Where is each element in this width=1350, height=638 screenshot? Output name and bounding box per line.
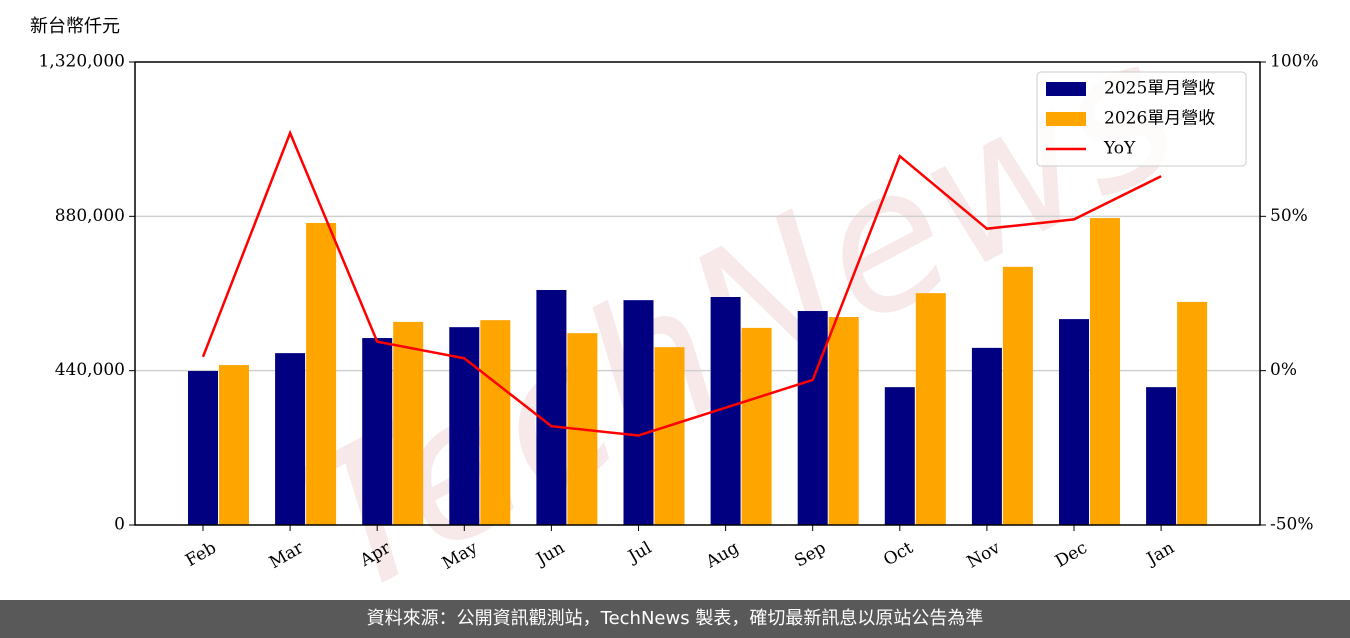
y-tick-label: 880,000	[55, 206, 125, 226]
x-tick-label: Aug	[702, 538, 743, 573]
bar	[797, 311, 828, 525]
legend-label: YoY	[1103, 139, 1136, 159]
bar	[1002, 266, 1033, 525]
bar	[1177, 301, 1208, 525]
plot-frame	[134, 61, 1261, 526]
bar	[741, 327, 772, 525]
y2-tick-label: 0%	[1270, 360, 1297, 380]
legend-swatch	[1046, 112, 1086, 126]
bar	[536, 289, 567, 525]
y2-tick-label: 100%	[1270, 52, 1319, 72]
legend-label: 2026單月營收	[1104, 109, 1215, 129]
footer-bar	[0, 600, 1350, 638]
legend-label: 2025單月營收	[1104, 79, 1215, 99]
x-tick-label: Oct	[880, 538, 916, 571]
footer: 資料來源：公開資訊觀測站，TechNews 製表，確切最新訊息以原站公告為準	[367, 608, 984, 629]
bar	[884, 387, 915, 525]
bar	[362, 338, 393, 525]
x-tick-label: Jan	[1142, 538, 1178, 570]
bar	[828, 317, 859, 525]
y-tick-label: 1,320,000	[38, 52, 125, 72]
x-tick-label: Dec	[1052, 538, 1091, 572]
x-tick-label: Jul	[623, 538, 655, 568]
legend-swatch	[1046, 82, 1086, 96]
bar	[915, 293, 946, 525]
y-tick-label: 0	[114, 515, 125, 535]
bar	[623, 300, 654, 525]
bar	[219, 365, 249, 525]
y-axis-title: 新台幣仟元	[30, 16, 120, 37]
bar	[480, 320, 511, 525]
legend-box	[1036, 71, 1247, 167]
x-tick-label: Sep	[791, 538, 829, 572]
bar	[393, 321, 424, 525]
x-tick-label: Feb	[182, 538, 220, 571]
bar	[971, 347, 1002, 525]
bar	[1146, 387, 1177, 525]
y-tick-label: 440,000	[55, 360, 125, 380]
bar	[275, 353, 306, 525]
y2-tick-label: 50%	[1270, 206, 1308, 226]
y2-tick-label: -50%	[1270, 515, 1314, 535]
bar	[188, 371, 218, 525]
bar	[654, 347, 685, 525]
bar	[1059, 319, 1089, 525]
bar	[306, 222, 337, 525]
bar	[1090, 218, 1120, 525]
x-tick-label: Nov	[964, 538, 1004, 573]
yoy-line	[201, 129, 1162, 437]
plot: 0 440,000 880,000 1,320,000 -50% 0% 50% 100% Feb…	[38, 52, 1318, 574]
bar	[449, 327, 480, 525]
x-tick-label: Mar	[266, 537, 308, 573]
